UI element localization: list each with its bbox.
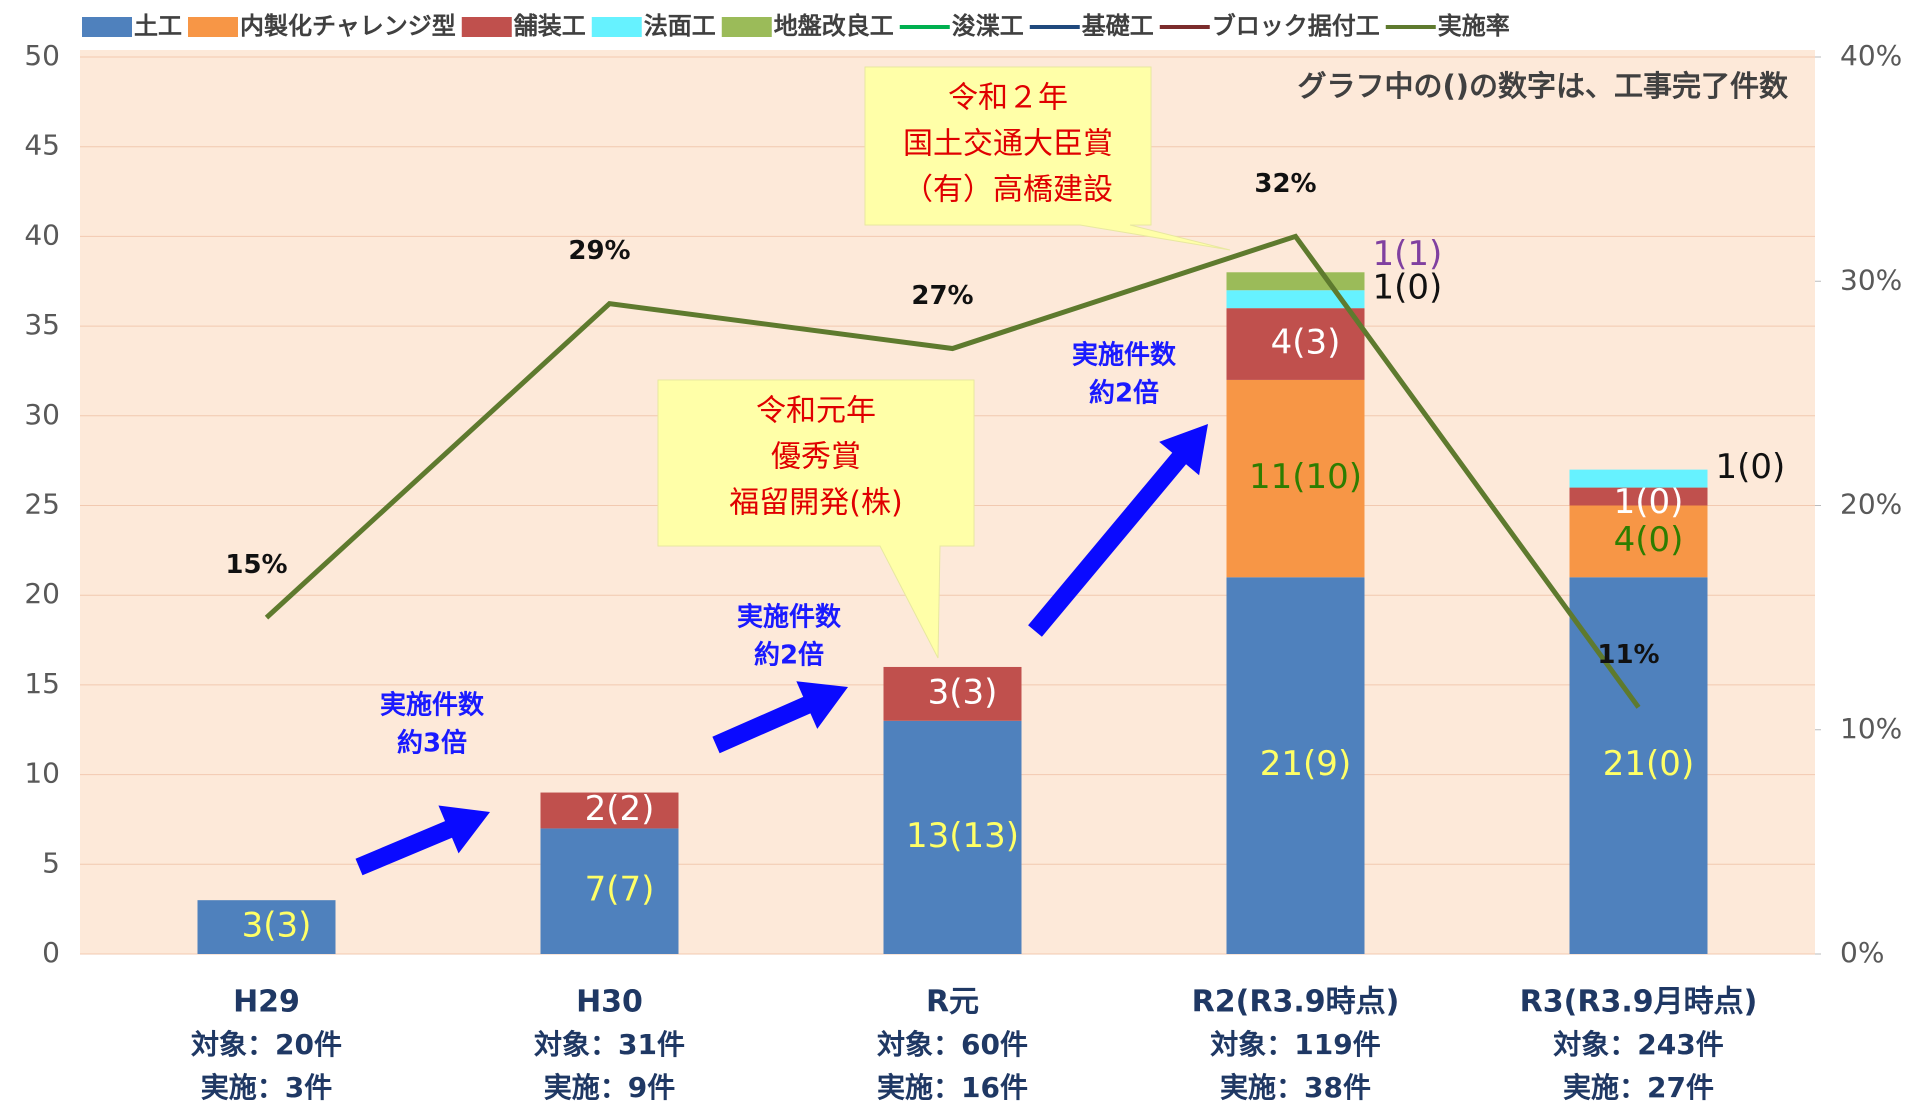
data-label: 1(0) bbox=[1373, 268, 1443, 308]
y-tick-label: 30 bbox=[24, 398, 60, 431]
x-target-label: 対象：20件 bbox=[191, 1028, 342, 1061]
arrow bbox=[712, 681, 848, 754]
data-label: 1(0) bbox=[1716, 447, 1786, 487]
y-tick-label: 0 bbox=[42, 936, 60, 969]
legend-label: 浚渫工 bbox=[952, 12, 1024, 40]
x-target-label: 対象：60件 bbox=[877, 1028, 1028, 1061]
x-implemented-label: 実施：3件 bbox=[201, 1071, 332, 1104]
legend-label: 基礎工 bbox=[1082, 12, 1154, 40]
data-label: 4(0) bbox=[1614, 520, 1684, 560]
line-label: 29% bbox=[568, 236, 630, 266]
y-tick-label: 5 bbox=[42, 846, 60, 879]
arrow-label: 実施件数 bbox=[380, 690, 485, 721]
callout-text: （有）高橋建設 bbox=[903, 173, 1113, 208]
data-label: 21(9) bbox=[1260, 744, 1351, 784]
callout-box bbox=[864, 66, 1231, 251]
callout-text: 令和元年 bbox=[756, 394, 876, 429]
callout-text: 令和２年 bbox=[948, 81, 1068, 116]
arrow-label: 約2倍 bbox=[1089, 378, 1159, 409]
y-tick-label: 15 bbox=[24, 667, 60, 700]
legend-label: 土工 bbox=[134, 12, 182, 40]
y2-tick-label: 10% bbox=[1840, 712, 1902, 745]
line-label: 15% bbox=[225, 550, 287, 580]
y2-tick-label: 0% bbox=[1840, 936, 1884, 969]
data-label: 2(2) bbox=[585, 789, 655, 829]
bar-segment bbox=[1226, 379, 1365, 578]
x-tick-label: H29 bbox=[233, 985, 300, 1020]
arrow bbox=[355, 805, 490, 876]
legend-symbol bbox=[188, 17, 238, 37]
x-implemented-label: 実施：27件 bbox=[1563, 1071, 1714, 1104]
arrow-label: 実施件数 bbox=[1072, 340, 1177, 371]
arrow-label: 約3倍 bbox=[397, 728, 467, 759]
x-implemented-label: 実施：38件 bbox=[1220, 1071, 1371, 1104]
x-target-label: 対象：31件 bbox=[534, 1028, 685, 1061]
legend-label: 舗装工 bbox=[513, 12, 586, 40]
legend-label: 実施率 bbox=[1438, 12, 1510, 40]
y-tick-label: 10 bbox=[24, 757, 60, 790]
data-label: 1(0) bbox=[1614, 482, 1684, 522]
y-tick-label: 40 bbox=[24, 218, 60, 251]
x-implemented-label: 実施：16件 bbox=[877, 1071, 1028, 1104]
data-label: 4(3) bbox=[1271, 323, 1341, 363]
legend-symbol bbox=[82, 17, 132, 37]
bar-segment bbox=[1226, 272, 1365, 291]
legend-symbol bbox=[591, 17, 642, 37]
x-tick-label: R元 bbox=[926, 985, 979, 1020]
x-tick-label: H30 bbox=[576, 985, 643, 1020]
y-tick-label: 45 bbox=[24, 129, 60, 162]
callout-text: 国土交通大臣賞 bbox=[903, 127, 1113, 162]
legend-label: 地盤改良工 bbox=[774, 12, 894, 40]
data-label: 1(1) bbox=[1373, 234, 1443, 274]
arrow bbox=[1028, 424, 1208, 637]
bar-segment bbox=[883, 666, 1022, 721]
data-label: 13(13) bbox=[906, 816, 1019, 856]
y-tick-label: 50 bbox=[24, 39, 60, 72]
y-tick-label: 20 bbox=[24, 577, 60, 610]
data-label: 7(7) bbox=[585, 870, 655, 910]
data-label: 21(0) bbox=[1603, 744, 1694, 784]
legend-symbol bbox=[721, 17, 772, 37]
note: グラフ中の()の数字は、工事完了件数 bbox=[1297, 69, 1789, 103]
legend-label: 内製化チャレンジ型 bbox=[240, 12, 456, 40]
callout-text: 優秀賞 bbox=[771, 440, 861, 475]
x-target-label: 対象：243件 bbox=[1553, 1028, 1723, 1061]
y-tick-label: 25 bbox=[24, 488, 60, 521]
bar-segment bbox=[883, 720, 1022, 954]
arrow-label: 約2倍 bbox=[754, 640, 824, 671]
bar-segment bbox=[540, 792, 679, 829]
bar-segment bbox=[1569, 487, 1708, 506]
bar-segment bbox=[1569, 469, 1708, 488]
bar-segment bbox=[1226, 308, 1365, 380]
line-series bbox=[264, 233, 1641, 709]
data-label: 3(3) bbox=[242, 906, 312, 946]
x-tick-label: R2(R3.9時点) bbox=[1192, 985, 1400, 1020]
line-label: 27% bbox=[911, 281, 973, 311]
bar-segment bbox=[1226, 290, 1365, 309]
line-label: 11% bbox=[1597, 640, 1659, 670]
callout-box bbox=[657, 379, 975, 659]
bar-segment bbox=[540, 828, 679, 954]
bar-segment bbox=[1569, 505, 1708, 578]
x-tick-label: R3(R3.9月時点) bbox=[1520, 985, 1758, 1020]
arrow-label: 実施件数 bbox=[737, 602, 842, 633]
bar-segment bbox=[1226, 577, 1365, 954]
x-implemented-label: 実施：9件 bbox=[544, 1071, 675, 1104]
callout-text: 福留開発(株) bbox=[729, 486, 902, 521]
x-target-label: 対象：119件 bbox=[1210, 1028, 1380, 1061]
y2-tick-label: 30% bbox=[1840, 263, 1902, 296]
y-tick-label: 35 bbox=[24, 308, 60, 341]
y2-tick-label: 20% bbox=[1840, 488, 1902, 521]
y2-tick-label: 40% bbox=[1840, 39, 1902, 72]
data-label: 11(10) bbox=[1249, 457, 1362, 497]
bar-segment bbox=[197, 900, 336, 954]
line-label: 32% bbox=[1254, 169, 1316, 199]
legend-label: 法面工 bbox=[644, 12, 716, 40]
legend-label: ブロック据付工 bbox=[1212, 12, 1380, 40]
legend-symbol bbox=[461, 17, 512, 37]
data-label: 3(3) bbox=[928, 672, 998, 712]
